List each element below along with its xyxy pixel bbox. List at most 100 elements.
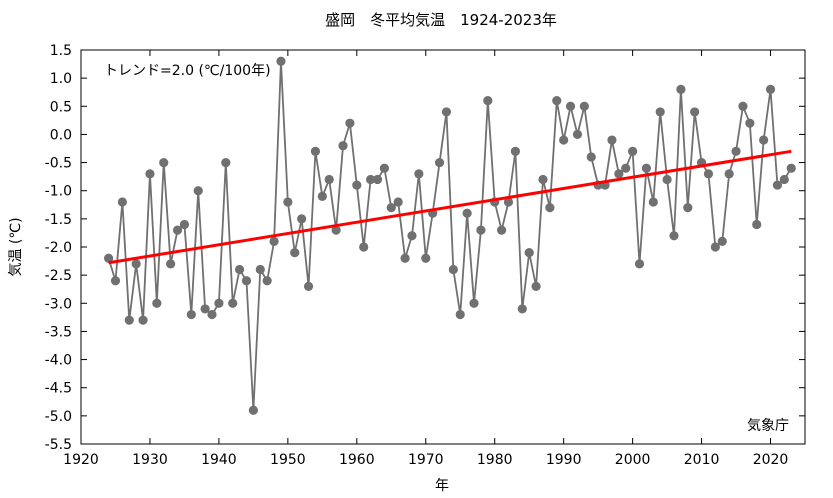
data-point [634,259,645,269]
data-point [172,225,183,235]
data-point [297,214,307,224]
data-point [531,281,541,291]
data-point [772,180,783,190]
data-point [503,197,514,207]
data-point [538,174,548,185]
data-point [276,56,286,66]
x-tick-label: 1940 [201,452,237,468]
data-point [290,248,300,258]
data-point [262,276,272,286]
data-point [324,174,334,185]
data-point [710,242,720,252]
data-point [207,309,217,320]
data-point [193,186,203,196]
data-point [614,169,624,179]
trend-group [108,149,792,265]
x-tick-label: 1930 [132,452,168,468]
data-point [331,225,341,235]
data-point [745,118,755,128]
y-tick-label: -1.5 [45,212,72,228]
y-axis-label: 気温 (℃) [8,217,24,276]
x-tick-label: 1950 [270,452,306,468]
data-point [283,197,293,207]
credit-label: 気象庁 [747,418,789,434]
data-point [303,281,314,291]
data-point [159,157,169,168]
x-axis: 1920 1930 1940 1950 1960 1970 1980 1990 2000 2010… [63,50,788,468]
data-point [414,169,424,179]
data-point [648,197,658,207]
data-point [345,118,355,128]
x-tick-label: 2000 [615,452,651,468]
y-tick-label: -5.0 [45,409,72,425]
data-point [607,135,617,145]
y-tick-label: 0.5 [50,99,72,115]
data-point [366,174,376,185]
data-point [510,146,520,156]
data-point [138,315,148,325]
data-point [400,253,410,263]
y-tick-label: -2.0 [45,240,72,256]
y-tick-label: -4.5 [45,381,72,397]
data-point [248,405,258,415]
data-point [407,231,417,241]
data-point [228,298,238,308]
data-point [545,203,555,213]
x-tick-label: 1960 [339,452,375,468]
data-point [462,208,472,218]
data-point [524,248,534,258]
y-tick-label: -5.5 [45,437,72,453]
data-point [200,304,210,314]
x-tick-label: 2020 [753,452,789,468]
data-point [717,236,727,246]
data-point [779,174,789,185]
data-point [759,135,769,145]
data-point [669,231,679,241]
trend-annotation: トレンド=2.0 (℃/100年) [104,63,271,79]
y-axis: 1.5 1.0 0.5 0.0 -0.5 -1.0 -1.5 -2.0 -2.5 -3.0 -3.5… [45,43,805,453]
data-point [145,169,155,179]
data-point [765,84,776,94]
y-tick-label: 1.0 [50,71,72,87]
data-point [683,203,693,213]
data-point [310,146,321,156]
data-point [214,298,224,308]
data-point [655,107,665,117]
data-point [255,264,265,275]
data-point [393,197,403,207]
x-tick-label: 1920 [63,452,99,468]
data-point [662,174,672,185]
x-tick-label: 2010 [684,452,720,468]
data-point [179,219,190,230]
data-point [517,304,527,314]
data-point [579,101,589,111]
data-point [628,146,638,156]
data-point [221,157,231,168]
data-point [434,157,445,168]
data-point [641,163,652,173]
data-point [386,203,396,213]
data-point [738,101,748,111]
y-tick-label: 0.0 [50,127,72,143]
data-point [441,107,452,117]
data-point [124,315,134,325]
data-point [552,96,562,106]
data-point [469,298,479,308]
data-point [455,309,465,320]
data-point [448,264,458,275]
data-point [731,146,741,156]
data-point [352,180,362,190]
data-point [621,163,631,173]
data-point [186,309,196,320]
x-tick-label: 1990 [546,452,582,468]
data-point [359,242,369,252]
y-tick-label: -2.5 [45,268,72,284]
data-point [103,253,114,263]
data-point [565,101,576,111]
data-point [786,163,796,173]
data-point [110,276,121,286]
x-axis-label: 年 [435,478,449,494]
data-point [317,191,327,201]
data-point [421,253,431,263]
